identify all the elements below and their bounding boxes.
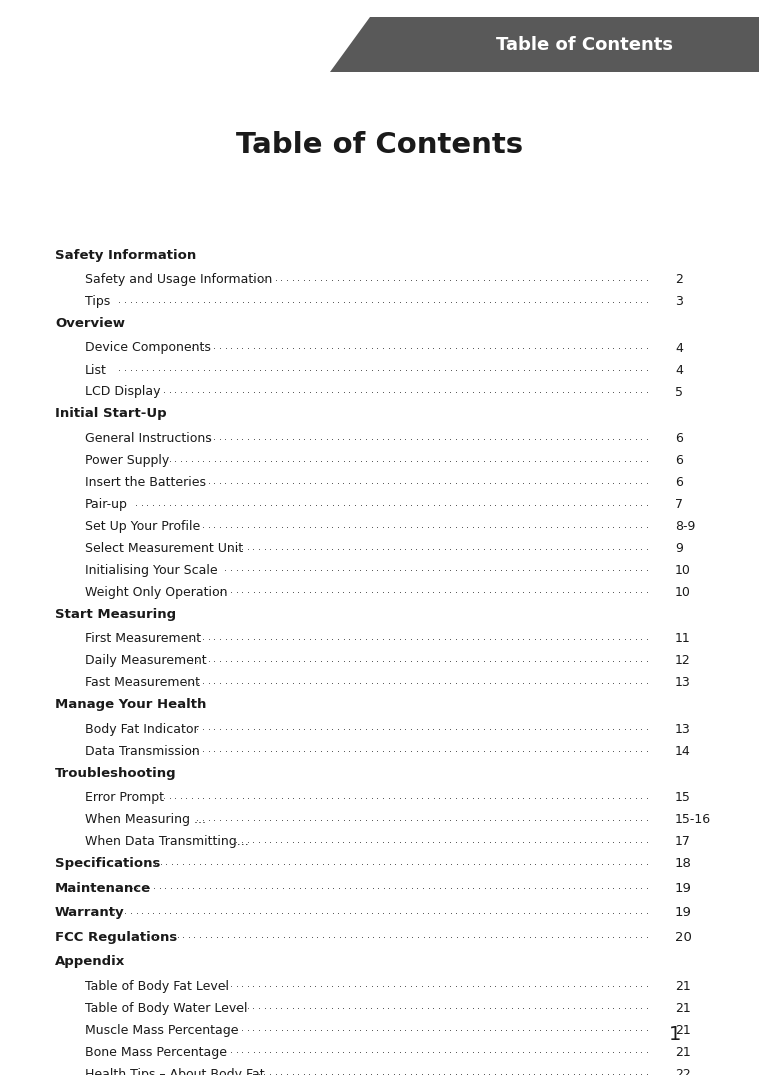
Text: Start Measuring: Start Measuring (55, 608, 176, 621)
Text: 1: 1 (669, 1026, 681, 1045)
Text: 19: 19 (675, 906, 692, 919)
Text: Pair-up: Pair-up (85, 498, 128, 511)
Text: 21: 21 (675, 980, 691, 993)
Text: Set Up Your Profile: Set Up Your Profile (85, 520, 200, 533)
Text: 4: 4 (675, 363, 683, 376)
Text: Initial Start-Up: Initial Start-Up (55, 407, 167, 420)
Text: 20: 20 (675, 931, 692, 944)
Text: 10: 10 (675, 586, 691, 599)
Text: 6: 6 (675, 476, 683, 489)
Text: Specifications: Specifications (55, 858, 160, 871)
Text: 12: 12 (675, 655, 691, 668)
Text: Muscle Mass Percentage: Muscle Mass Percentage (85, 1024, 238, 1037)
Text: 13: 13 (675, 676, 691, 689)
Text: When Measuring ...: When Measuring ... (85, 814, 206, 827)
Text: Overview: Overview (55, 317, 125, 330)
Text: 7: 7 (675, 498, 683, 511)
Text: Appendix: Appendix (55, 956, 125, 969)
Text: Manage Your Health: Manage Your Health (55, 699, 206, 712)
Text: Table of Body Water Level: Table of Body Water Level (85, 1002, 247, 1015)
Text: 22: 22 (675, 1067, 691, 1075)
Text: Daily Measurement: Daily Measurement (85, 655, 206, 668)
Text: Tips: Tips (85, 295, 110, 309)
Text: List: List (85, 363, 107, 376)
Text: Maintenance: Maintenance (55, 882, 151, 895)
Text: General Instructions: General Instructions (85, 432, 212, 445)
Text: Body Fat Indicator: Body Fat Indicator (85, 723, 199, 736)
Text: Health Tips – About Body Fat: Health Tips – About Body Fat (85, 1067, 265, 1075)
Text: Bone Mass Percentage: Bone Mass Percentage (85, 1046, 227, 1059)
Text: Troubleshooting: Troubleshooting (55, 766, 177, 780)
Text: LCD Display: LCD Display (85, 386, 160, 399)
Text: Table of Contents: Table of Contents (236, 131, 523, 159)
Text: 21: 21 (675, 1002, 691, 1015)
Text: 6: 6 (675, 454, 683, 467)
Text: 18: 18 (675, 858, 692, 871)
Text: 6: 6 (675, 432, 683, 445)
Text: 13: 13 (675, 723, 691, 736)
Text: 17: 17 (675, 835, 691, 848)
Text: Initialising Your Scale: Initialising Your Scale (85, 564, 218, 577)
Polygon shape (330, 17, 759, 72)
Text: Warranty: Warranty (55, 906, 124, 919)
Text: Power Supply: Power Supply (85, 454, 169, 467)
Text: First Measurement: First Measurement (85, 632, 201, 645)
Text: Safety Information: Safety Information (55, 248, 197, 261)
Text: 9: 9 (675, 542, 683, 555)
Text: Select Measurement Unit: Select Measurement Unit (85, 542, 243, 555)
Text: 11: 11 (675, 632, 691, 645)
Text: 8-9: 8-9 (675, 520, 695, 533)
Text: Data Transmission: Data Transmission (85, 745, 200, 758)
Text: Fast Measurement: Fast Measurement (85, 676, 200, 689)
Text: Weight Only Operation: Weight Only Operation (85, 586, 228, 599)
Text: 15-16: 15-16 (675, 814, 711, 827)
Text: 14: 14 (675, 745, 691, 758)
Text: FCC Regulations: FCC Regulations (55, 931, 178, 944)
Text: Insert the Batteries: Insert the Batteries (85, 476, 206, 489)
Text: 2: 2 (675, 273, 683, 286)
Text: Error Prompt: Error Prompt (85, 791, 164, 804)
Text: 21: 21 (675, 1046, 691, 1059)
Text: 10: 10 (675, 564, 691, 577)
Text: 19: 19 (675, 882, 692, 895)
Text: 21: 21 (675, 1024, 691, 1037)
Text: Device Components: Device Components (85, 342, 211, 355)
Text: 4: 4 (675, 342, 683, 355)
Text: When Data Transmitting...: When Data Transmitting... (85, 835, 249, 848)
Text: 5: 5 (675, 386, 683, 399)
Text: 3: 3 (675, 295, 683, 309)
Text: Safety and Usage Information: Safety and Usage Information (85, 273, 272, 286)
Text: 15: 15 (675, 791, 691, 804)
Text: Table of Body Fat Level: Table of Body Fat Level (85, 980, 229, 993)
Text: Table of Contents: Table of Contents (496, 35, 673, 54)
